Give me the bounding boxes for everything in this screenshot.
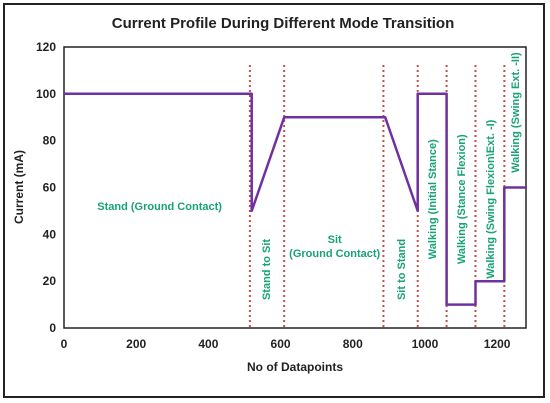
annotation-line: Stand to Sit (261, 239, 273, 300)
x-axis-title: No of Datapoints (247, 360, 343, 374)
annotation-line: Walking (Initial Stance) (427, 139, 439, 259)
annotation-walking-initial-stance: Walking (Initial Stance) (427, 139, 439, 259)
y-axis: 0 20 40 60 80 100 120 (36, 40, 56, 335)
y-tick-label: 20 (43, 274, 57, 288)
x-tick-label: 200 (126, 337, 146, 351)
series-group (64, 92, 526, 306)
annotation-line: Walking (Stance Flexion) (456, 134, 468, 264)
x-tick-label: 800 (343, 337, 363, 351)
x-tick-label: 0 (61, 337, 68, 351)
chart-frame (3, 3, 545, 398)
y-tick-label: 120 (36, 40, 56, 54)
x-tick-label: 600 (271, 337, 291, 351)
annotation-sit: Sit (Ground Contact) (289, 234, 380, 260)
y-tick-label: 80 (43, 134, 57, 148)
mode-annotations: Stand (Ground Contact) Stand to Sit Sit (Gr… (97, 52, 522, 300)
y-tick-label: 60 (43, 181, 57, 195)
annotation-line: Sit to Stand (396, 239, 408, 300)
x-tick-label: 1200 (484, 337, 511, 351)
annotation-line: Walking (Swing Flexion\Ext. -I) (485, 119, 497, 278)
annotation-stand-to-sit: Stand to Sit (261, 239, 273, 300)
annotation-line: Stand (Ground Contact) (97, 201, 222, 213)
annotation-line: Sit (328, 234, 342, 246)
x-axis: 0 200 400 600 800 1000 1200 (61, 337, 511, 351)
y-tick-label: 40 (43, 227, 57, 241)
annotation-walking-stance-flexion: Walking (Stance Flexion) (456, 134, 468, 264)
x-tick-label: 400 (198, 337, 218, 351)
chart-title: Current Profile During Different Mode Tr… (112, 15, 455, 32)
annotation-line: Walking (Swing Ext. -II) (510, 52, 522, 173)
y-tick-label: 100 (36, 87, 56, 101)
current-series-line (64, 92, 526, 306)
annotation-sit-to-stand: Sit to Stand (396, 239, 408, 300)
annotation-stand: Stand (Ground Contact) (97, 201, 222, 213)
annotation-line: (Ground Contact) (289, 248, 380, 260)
annotation-walking-swing-flexion: Walking (Swing Flexion\Ext. -I) (485, 119, 497, 278)
y-axis-title: Current (mA) (12, 150, 26, 224)
y-tick-label: 0 (49, 321, 56, 335)
x-tick-label: 1000 (412, 337, 439, 351)
annotation-walking-swing-ext: Walking (Swing Ext. -II) (510, 52, 522, 173)
